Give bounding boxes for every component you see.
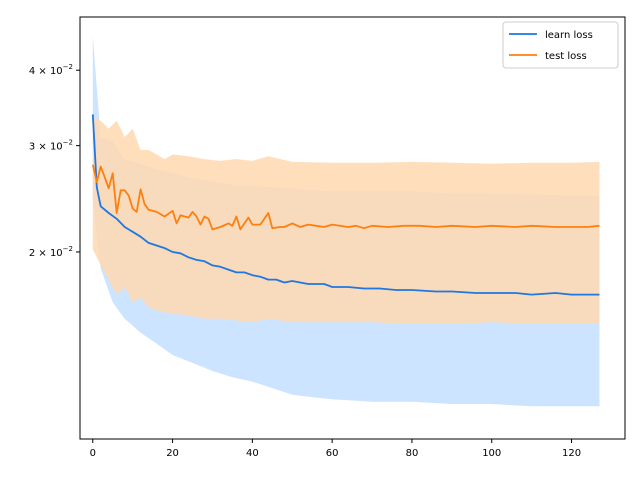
x-tick-label: 100 bbox=[482, 448, 501, 459]
plot-frame bbox=[79, 16, 626, 440]
legend: learn loss test loss bbox=[502, 21, 619, 69]
series-lines bbox=[91, 114, 600, 296]
x-tick-label: 0 bbox=[90, 448, 96, 459]
legend-label-0: learn loss bbox=[545, 30, 593, 41]
y-tick-label: 4 × 10−2 bbox=[29, 63, 73, 77]
x-tick-label: 120 bbox=[562, 448, 581, 459]
band-1 bbox=[92, 116, 600, 324]
series-line-1 bbox=[91, 164, 600, 231]
x-tick-label: 60 bbox=[326, 448, 339, 459]
confidence-bands bbox=[92, 36, 600, 407]
x-tick-label: 40 bbox=[246, 448, 259, 459]
x-axis: 0 20 40 60 80 100 120 bbox=[90, 439, 581, 459]
x-tick-label: 80 bbox=[406, 448, 419, 459]
y-tick-label: 2 × 10−2 bbox=[29, 245, 73, 259]
y-tick-label: 3 × 10−2 bbox=[29, 139, 73, 153]
legend-label-1: test loss bbox=[545, 51, 587, 62]
y-axis: 2 × 10−2 3 × 10−2 4 × 10−2 bbox=[29, 63, 80, 259]
series-line-0 bbox=[91, 114, 600, 296]
x-tick-label: 20 bbox=[166, 448, 179, 459]
